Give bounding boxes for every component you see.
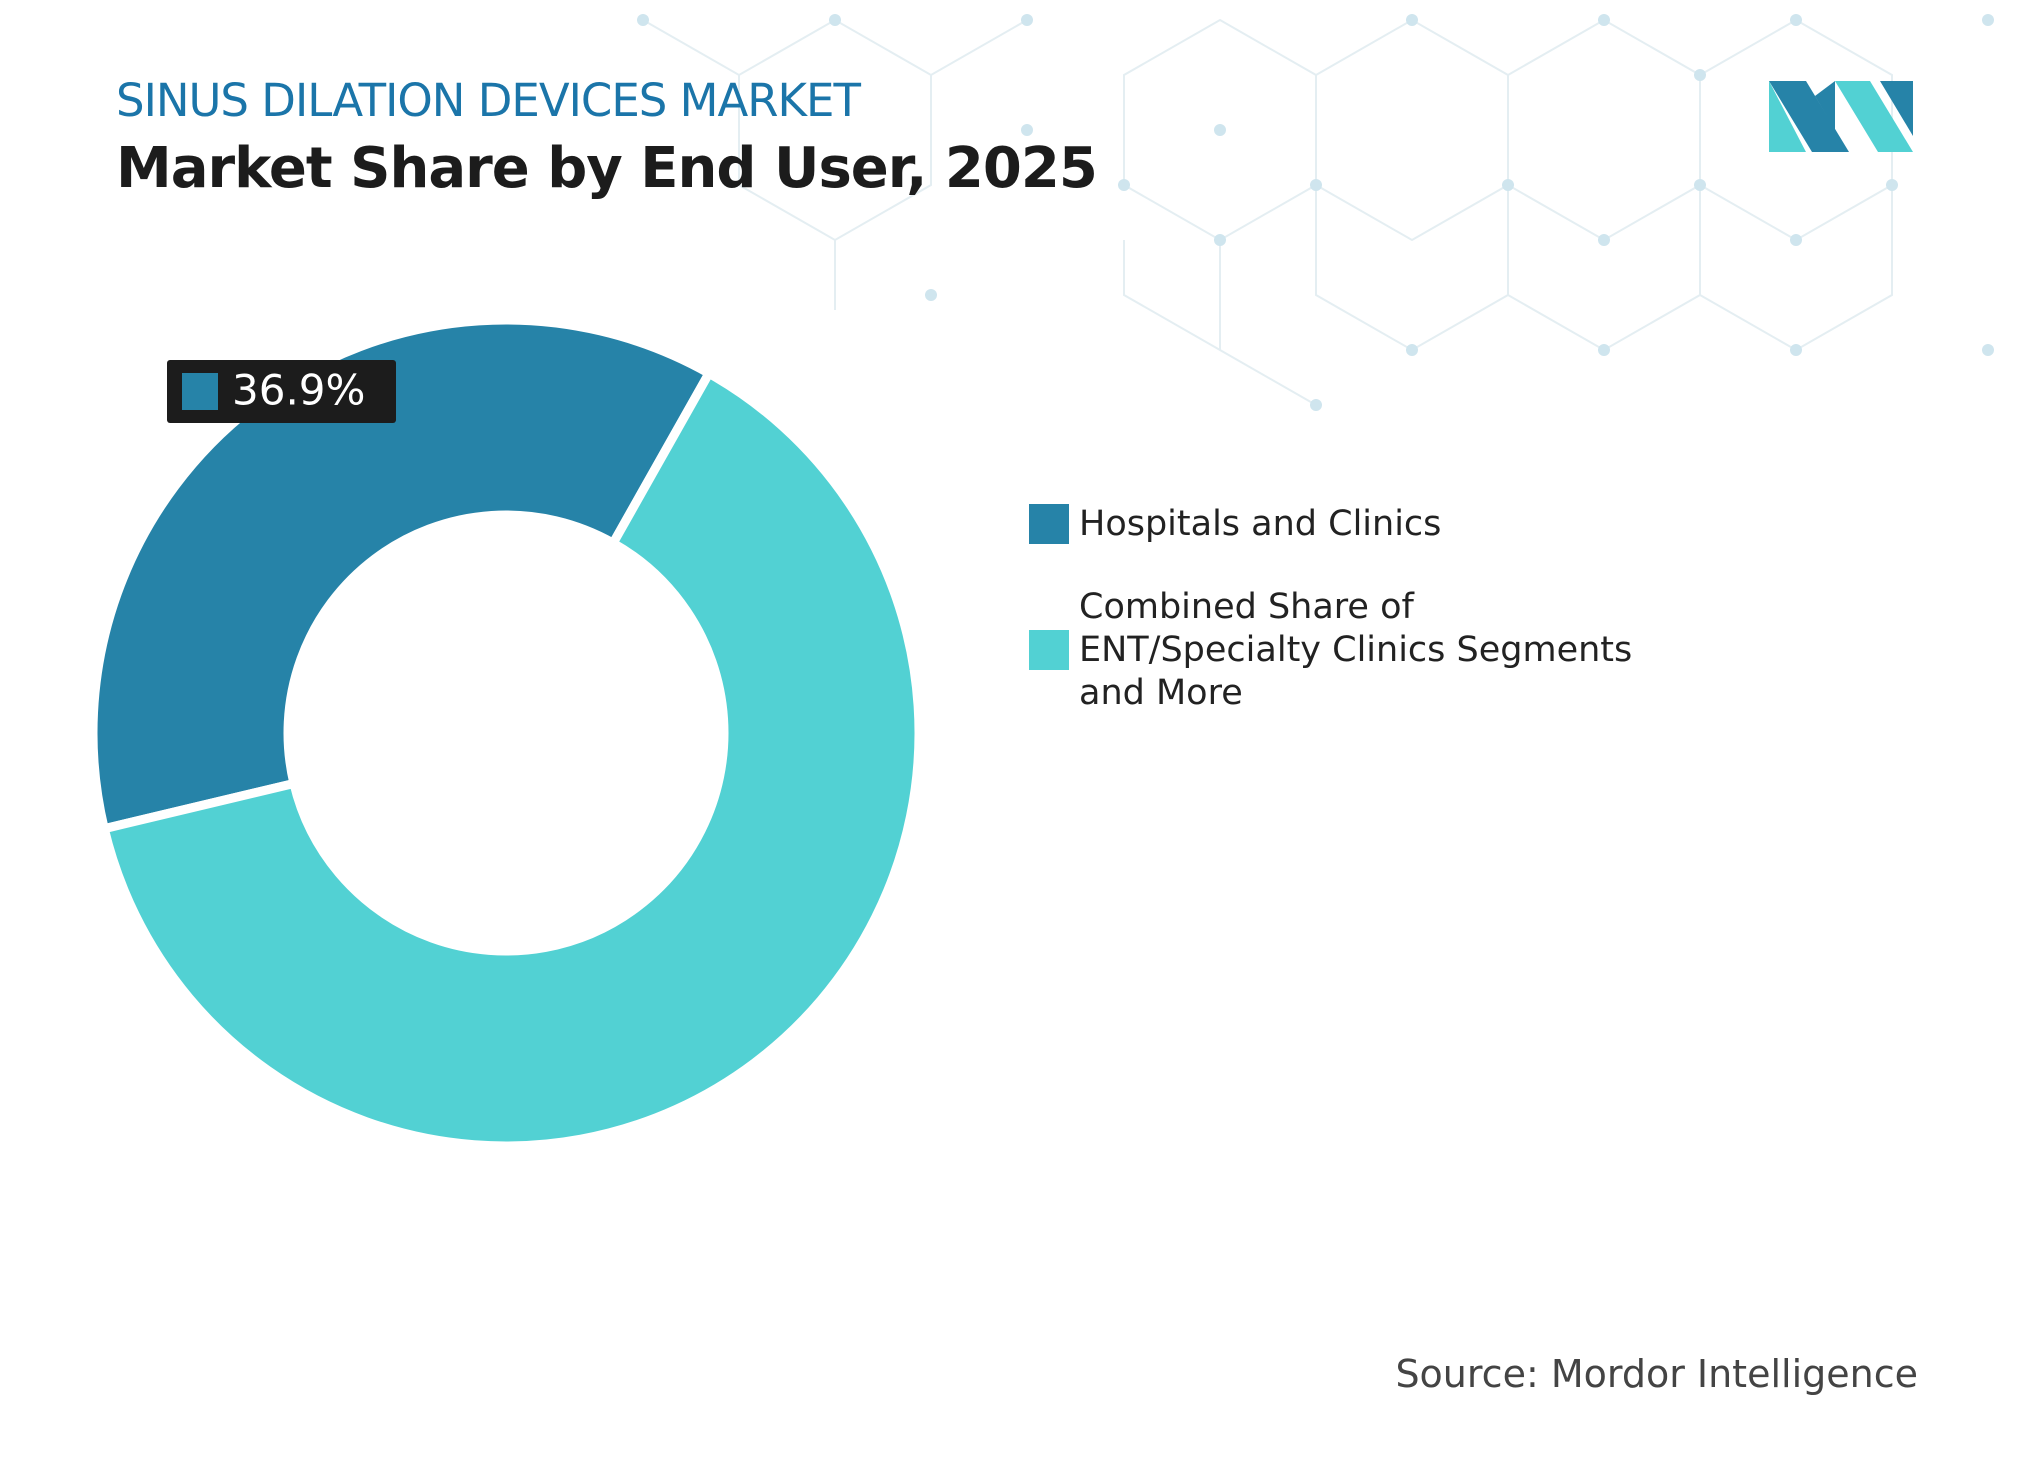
source: Source: Mordor Intelligence <box>1395 1352 1918 1396</box>
legend-item: Combined Share of ENT/Specialty Clinics … <box>1029 585 1649 715</box>
value-label: 36.9% <box>167 360 396 423</box>
donut-segment <box>98 367 924 1151</box>
legend-swatch <box>1029 504 1069 544</box>
legend-label: Hospitals and Clinics <box>1079 503 1442 544</box>
value-label-text: 36.9% <box>232 366 365 415</box>
value-label-swatch <box>182 373 218 410</box>
legend-swatch <box>1029 630 1069 670</box>
donut-segment <box>88 315 716 835</box>
value-label-box <box>167 360 396 423</box>
logo <box>1769 81 1913 152</box>
donut <box>88 315 924 1151</box>
legend-item: Hospitals and Clinics <box>1029 459 1679 589</box>
chart-title: Market Share by End User, 2025 <box>116 136 1098 201</box>
value-labels: 36.9% <box>167 360 396 423</box>
chart-subtitle: SINUS DILATION DEVICES MARKET <box>116 74 861 127</box>
background-dots <box>637 14 1994 411</box>
legend-label: Combined Share of ENT/Specialty Clinics … <box>1079 586 1633 713</box>
